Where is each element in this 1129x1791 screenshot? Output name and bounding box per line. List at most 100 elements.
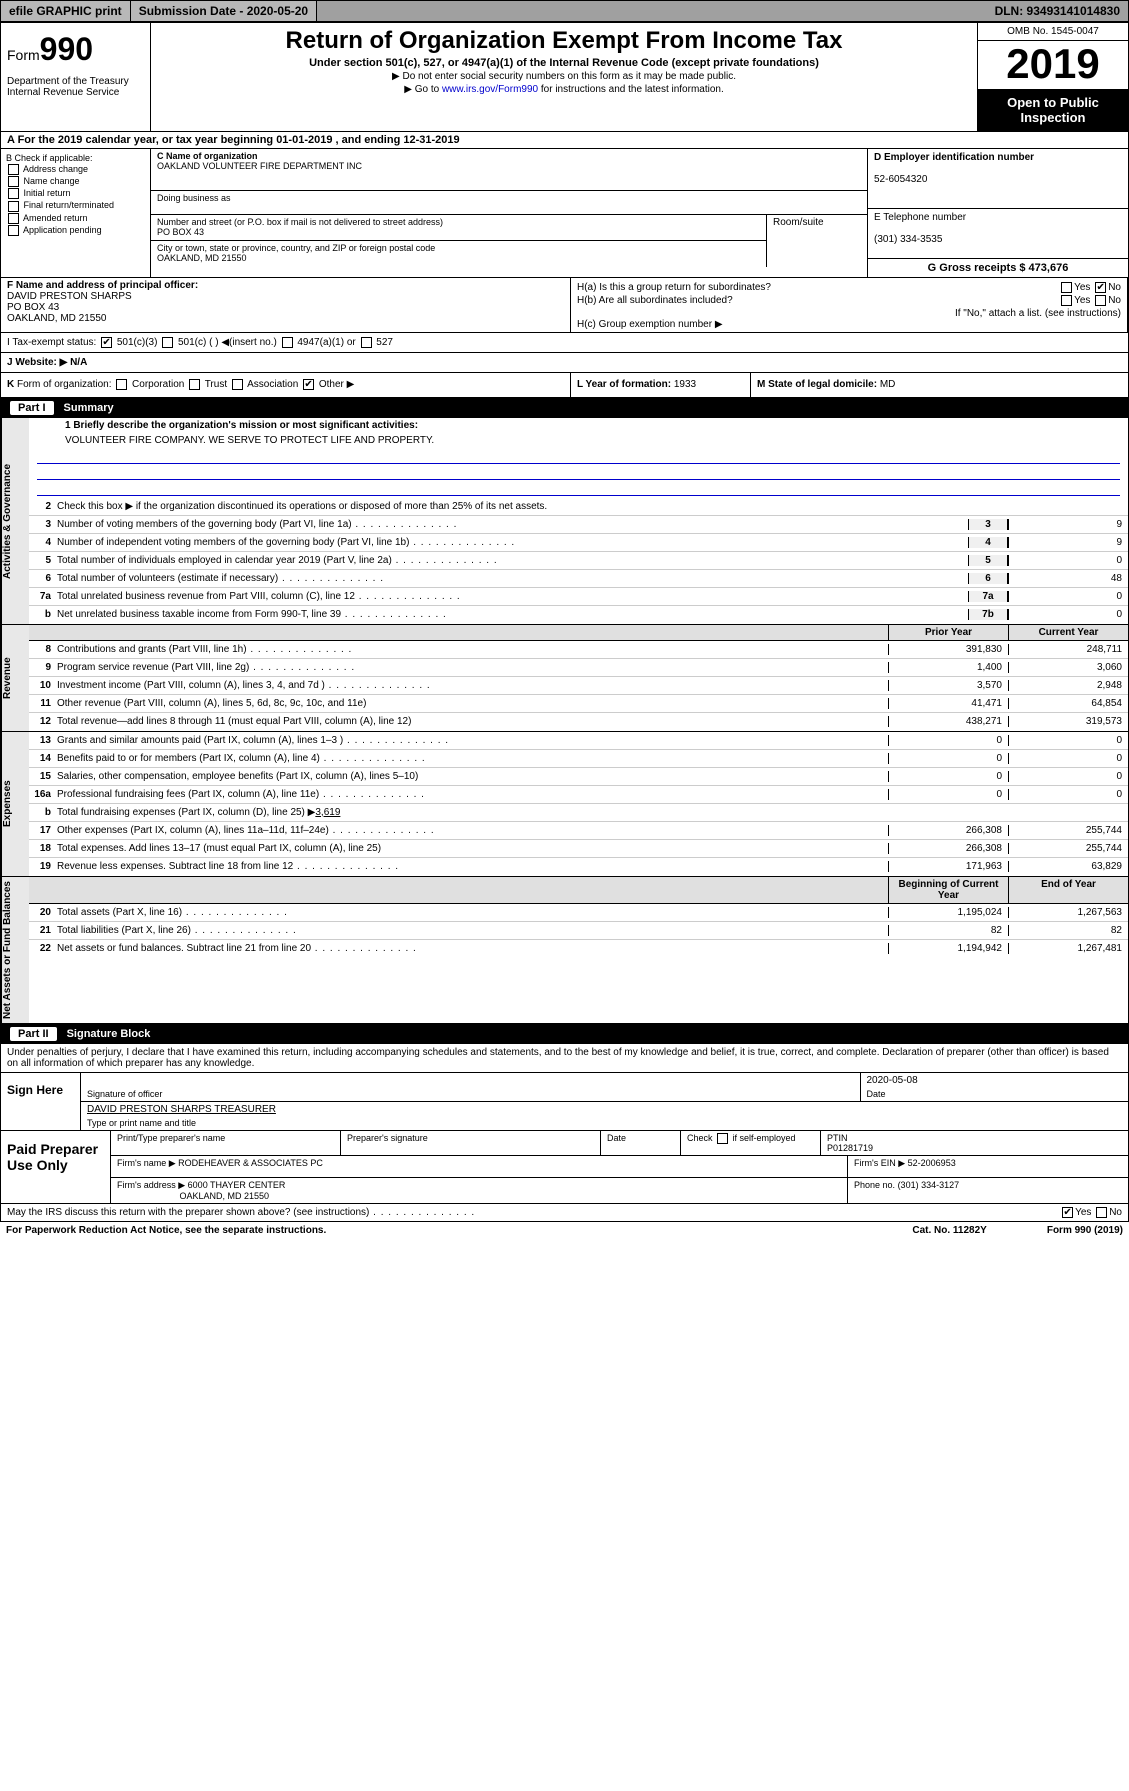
line-4: Number of independent voting members of … — [57, 537, 968, 548]
p14: 0 — [888, 753, 1008, 764]
tel-cell: E Telephone number (301) 334-3535 — [868, 209, 1128, 259]
top-toolbar: efile GRAPHIC print Submission Date - 20… — [0, 0, 1129, 22]
chk-final[interactable]: Final return/terminated — [6, 200, 145, 211]
hb-lbl: H(b) Are all subordinates included? — [577, 295, 733, 306]
ein-lbl: D Employer identification number — [874, 152, 1034, 163]
org-name: OAKLAND VOLUNTEER FIRE DEPARTMENT INC — [157, 161, 362, 171]
prep-selfemp[interactable]: Check if self-employed — [681, 1131, 821, 1155]
form-subtitle: Under section 501(c), 527, or 4947(a)(1)… — [161, 57, 967, 69]
chk-name[interactable]: Name change — [6, 176, 145, 187]
firm-name: Firm's name ▶ RODEHEAVER & ASSOCIATES PC — [111, 1156, 848, 1177]
line-10: Investment income (Part VIII, column (A)… — [57, 680, 888, 691]
state-domicile: MD — [880, 379, 896, 390]
c22: 1,267,481 — [1008, 943, 1128, 954]
mission-text: VOLUNTEER FIRE COMPANY. WE SERVE TO PROT… — [29, 433, 1128, 448]
officer-addr1: PO BOX 43 — [7, 302, 59, 313]
col-k-orgform: K Form of organization: Corporation Trus… — [1, 373, 571, 396]
side-expenses: Expenses — [1, 732, 29, 876]
chk-initial[interactable]: Initial return — [6, 188, 145, 199]
mission-line2 — [37, 466, 1120, 480]
hdr-end: End of Year — [1008, 877, 1128, 903]
chk-address[interactable]: Address change — [6, 164, 145, 175]
val-7b: 0 — [1008, 609, 1128, 620]
firm-addr: Firm's address ▶ 6000 THAYER CENTER OAKL… — [111, 1178, 848, 1203]
irs-link[interactable]: www.irs.gov/Form990 — [442, 84, 538, 95]
hdr-current: Current Year — [1008, 625, 1128, 640]
mission-label: 1 Briefly describe the organization's mi… — [29, 418, 1128, 433]
form-header: Form990 Department of the Treasury Inter… — [0, 22, 1129, 132]
line-6: Total number of volunteers (estimate if … — [57, 573, 968, 584]
tel-lbl: E Telephone number — [874, 212, 966, 223]
line-16a: Professional fundraising fees (Part IX, … — [57, 789, 888, 800]
hdr-prior: Prior Year — [888, 625, 1008, 640]
officer-name: DAVID PRESTON SHARPS — [7, 291, 132, 302]
prep-ptin: PTINP01281719 — [821, 1131, 1128, 1155]
sig-name-field: DAVID PRESTON SHARPS TREASURERType or pr… — [81, 1102, 1128, 1130]
tax-year: 2019 — [978, 41, 1128, 87]
chk-trust[interactable] — [189, 379, 200, 390]
chk-corp[interactable] — [116, 379, 127, 390]
ha-yesno[interactable]: Yes ✔No — [1059, 282, 1121, 293]
org-name-cell: C Name of organization OAKLAND VOLUNTEER… — [151, 149, 867, 191]
revenue-block: Revenue Prior YearCurrent Year 8Contribu… — [0, 625, 1129, 732]
addr-row: Number and street (or P.O. box if mail i… — [151, 215, 867, 267]
netassets-block: Net Assets or Fund Balances Beginning of… — [0, 877, 1129, 1024]
sig-date-field: 2020-05-08Date — [861, 1073, 1129, 1101]
row-i-tax-status: I Tax-exempt status: ✔ 501(c)(3) 501(c) … — [0, 333, 1129, 353]
form-title: Return of Organization Exempt From Incom… — [161, 27, 967, 55]
p17: 266,308 — [888, 825, 1008, 836]
col-b-title: B Check if applicable: — [6, 153, 145, 163]
col-f-officer: F Name and address of principal officer:… — [1, 278, 571, 332]
row-j-website: J Website: ▶ N/A — [0, 353, 1129, 373]
header-mid: Return of Organization Exempt From Incom… — [151, 23, 978, 131]
chk-4947[interactable] — [282, 337, 293, 348]
p22: 1,194,942 — [888, 943, 1008, 954]
p9: 1,400 — [888, 662, 1008, 673]
line-19: Revenue less expenses. Subtract line 18 … — [57, 861, 888, 872]
c19: 63,829 — [1008, 861, 1128, 872]
sig-disclaimer: Under penalties of perjury, I declare th… — [1, 1044, 1128, 1073]
tax-status-lbl: I Tax-exempt status: — [7, 337, 96, 348]
governance-block: Activities & Governance 1 Briefly descri… — [0, 418, 1129, 625]
col-m-state: M State of legal domicile: MD — [751, 373, 1128, 396]
line-13: Grants and similar amounts paid (Part IX… — [57, 735, 888, 746]
row-klm: K Form of organization: Corporation Trus… — [0, 373, 1129, 397]
chk-527[interactable] — [361, 337, 372, 348]
col-l-year: L Year of formation: 1933 — [571, 373, 751, 396]
chk-other[interactable]: ✔ — [303, 379, 314, 390]
side-revenue: Revenue — [1, 625, 29, 731]
line-3: Number of voting members of the governin… — [57, 519, 968, 530]
chk-app-pending[interactable]: Application pending — [6, 225, 145, 236]
year-formation: 1933 — [674, 379, 696, 390]
omb-number: OMB No. 1545-0047 — [978, 23, 1128, 41]
chk-amended[interactable]: Amended return — [6, 213, 145, 224]
sig-officer-field[interactable]: Signature of officer — [81, 1073, 861, 1101]
form-ref: Form 990 (2019) — [1047, 1225, 1123, 1236]
chk-assoc[interactable] — [232, 379, 243, 390]
line-2: Check this box ▶ if the organization dis… — [57, 501, 1128, 512]
c18: 255,744 — [1008, 843, 1128, 854]
row-fh: F Name and address of principal officer:… — [0, 278, 1129, 333]
info-block: B Check if applicable: Address change Na… — [0, 149, 1129, 278]
col-d-right: D Employer identification number 52-6054… — [868, 149, 1128, 277]
p8: 391,830 — [888, 644, 1008, 655]
p13: 0 — [888, 735, 1008, 746]
c10: 2,948 — [1008, 680, 1128, 691]
line-5: Total number of individuals employed in … — [57, 555, 968, 566]
cat-no: Cat. No. 11282Y — [912, 1225, 986, 1236]
line-14: Benefits paid to or for members (Part IX… — [57, 753, 888, 764]
p20: 1,195,024 — [888, 907, 1008, 918]
p16a: 0 — [888, 789, 1008, 800]
goto-post: for instructions and the latest informat… — [538, 84, 724, 95]
col-c-org: C Name of organization OAKLAND VOLUNTEER… — [151, 149, 868, 277]
p10: 3,570 — [888, 680, 1008, 691]
chk-501c3[interactable]: ✔ — [101, 337, 112, 348]
efile-label[interactable]: efile GRAPHIC print — [1, 1, 131, 21]
dba-cell: Doing business as — [151, 191, 867, 215]
discuss-yesno[interactable]: ✔Yes No — [1060, 1207, 1122, 1218]
prep-date: Date — [601, 1131, 681, 1155]
hb-yesno[interactable]: Yes No — [1059, 295, 1121, 306]
line-8: Contributions and grants (Part VIII, lin… — [57, 644, 888, 655]
chk-501c[interactable] — [162, 337, 173, 348]
prep-sig[interactable]: Preparer's signature — [341, 1131, 601, 1155]
